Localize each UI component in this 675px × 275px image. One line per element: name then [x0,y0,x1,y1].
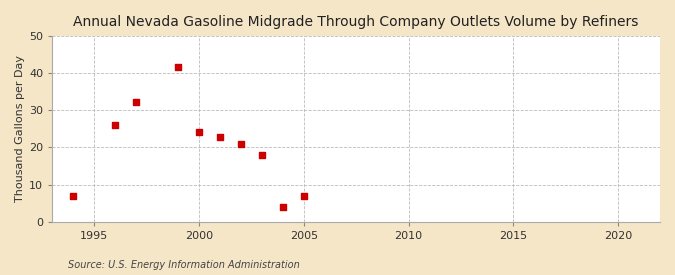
Point [256,153,267,157]
Text: Source: U.S. Energy Information Administration: Source: U.S. Energy Information Administ… [68,260,299,270]
Point [277,205,288,210]
Point [68,194,79,198]
Title: Annual Nevada Gasoline Midgrade Through Company Outlets Volume by Refiners: Annual Nevada Gasoline Midgrade Through … [74,15,639,29]
Point [194,130,205,135]
Point [236,141,246,146]
Y-axis label: Thousand Gallons per Day: Thousand Gallons per Day [15,55,25,202]
Point [110,123,121,127]
Point [131,99,142,104]
Point [298,194,309,198]
Point [173,64,184,69]
Point [215,135,225,139]
